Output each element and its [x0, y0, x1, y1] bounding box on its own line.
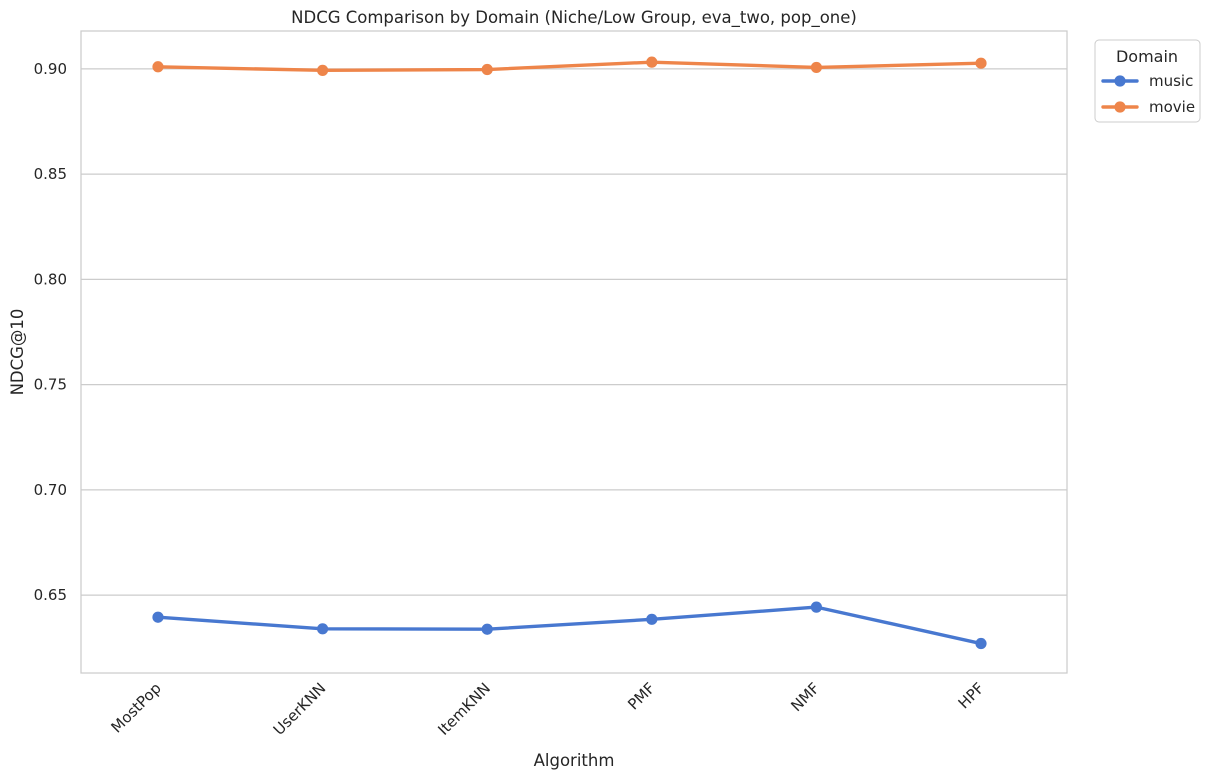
y-axis-label: NDCG@10	[8, 309, 27, 396]
y-tick-label: 0.90	[34, 60, 67, 78]
chart-title: NDCG Comparison by Domain (Niche/Low Gro…	[291, 8, 857, 28]
series-group	[152, 56, 987, 650]
x-tick-label: NMF	[787, 679, 823, 715]
legend-swatch-marker-movie	[1114, 101, 1126, 113]
data-point-music	[481, 623, 493, 635]
legend-items: music movie	[1101, 72, 1195, 116]
legend-label-movie: movie	[1149, 98, 1195, 116]
legend-label-music: music	[1149, 72, 1193, 90]
series-line-music	[156, 605, 983, 646]
data-point-movie	[152, 61, 164, 73]
data-point-music	[152, 611, 164, 623]
data-point-movie	[975, 57, 987, 69]
data-point-movie	[481, 63, 493, 76]
y-tick-label: 0.70	[34, 481, 67, 499]
x-tick-label: PMF	[624, 679, 658, 713]
data-point-music	[810, 601, 823, 613]
data-point-music	[646, 613, 658, 625]
data-point-movie	[317, 64, 329, 76]
legend-swatch-marker-music	[1114, 75, 1126, 87]
x-tick-label: ItemKNN	[434, 679, 494, 739]
legend-title: Domain	[1116, 47, 1178, 66]
y-tick-label: 0.65	[34, 586, 67, 604]
x-axis-ticks: MostPop UserKNN ItemKNN PMF NMF HPF	[108, 679, 988, 739]
series-line-movie	[156, 60, 983, 73]
legend-box	[1094, 39, 1201, 123]
x-tick-label: MostPop	[108, 679, 165, 736]
y-axis-ticks: 0.65 0.70 0.75 0.80 0.85 0.90	[34, 60, 67, 604]
data-point-music	[317, 623, 329, 635]
data-point-movie	[810, 61, 823, 74]
x-tick-label: UserKNN	[270, 679, 330, 739]
plot-frame	[80, 30, 1068, 674]
x-axis-label: Algorithm	[534, 751, 615, 770]
data-point-music	[975, 637, 987, 650]
y-tick-label: 0.80	[34, 270, 67, 288]
x-tick-label: HPF	[955, 679, 988, 712]
y-tick-label: 0.85	[34, 165, 67, 183]
legend: Domain music movie	[1094, 39, 1201, 123]
y-tick-label: 0.75	[34, 376, 67, 394]
grid-lines	[81, 68, 1067, 596]
data-point-movie	[646, 56, 658, 68]
